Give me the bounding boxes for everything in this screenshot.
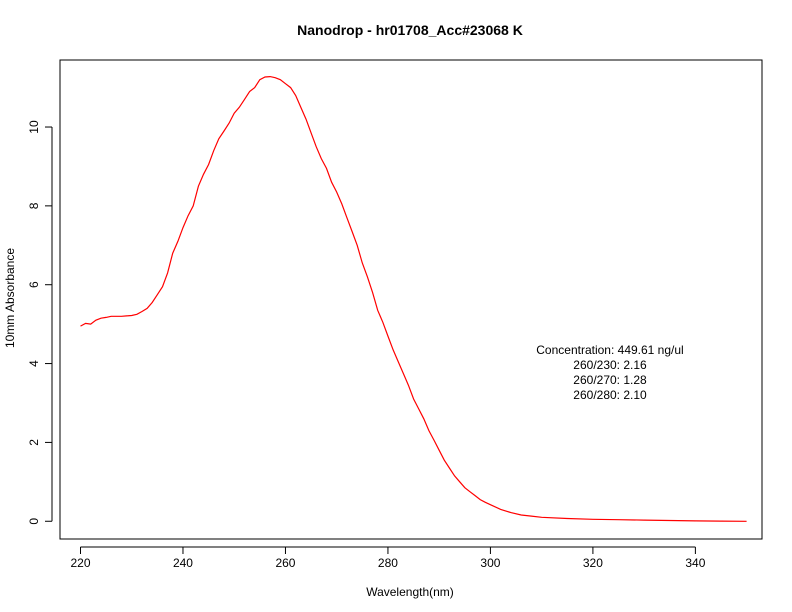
- y-tick-label: 10: [27, 120, 41, 134]
- annotation-ratio-260-230: 260/230: 2.16: [573, 358, 647, 372]
- y-tick-label: 0: [27, 518, 41, 525]
- y-tick-label: 4: [27, 360, 41, 367]
- x-tick-label: 240: [173, 556, 193, 570]
- y-tick-label: 2: [27, 439, 41, 446]
- y-tick-label: 8: [27, 202, 41, 209]
- x-axis-label: Wavelength(nm): [366, 585, 454, 599]
- annotation-block: Concentration: 449.61 ng/ul 260/230: 2.1…: [536, 343, 683, 402]
- x-tick-label: 340: [685, 556, 705, 570]
- annotation-ratio-260-270: 260/270: 1.28: [573, 373, 647, 387]
- annotation-concentration: Concentration: 449.61 ng/ul: [536, 343, 683, 357]
- x-tick-label: 300: [480, 556, 500, 570]
- y-axis: 0 2 4 6 8 10: [27, 120, 53, 525]
- x-tick-label: 320: [583, 556, 603, 570]
- x-tick-label: 280: [378, 556, 398, 570]
- x-tick-label: 260: [275, 556, 295, 570]
- plot-frame: [59, 59, 763, 540]
- x-axis: 220 240 260 280 300 320 340: [70, 546, 706, 570]
- y-tick-label: 6: [27, 281, 41, 288]
- y-axis-label: 10mm Absorbance: [3, 248, 17, 348]
- absorbance-series-line: [80, 75, 747, 522]
- x-tick-label: 220: [70, 556, 90, 570]
- annotation-ratio-260-280: 260/280: 2.10: [573, 388, 647, 402]
- chart-title: Nanodrop - hr01708_Acc#23068 K: [297, 22, 523, 38]
